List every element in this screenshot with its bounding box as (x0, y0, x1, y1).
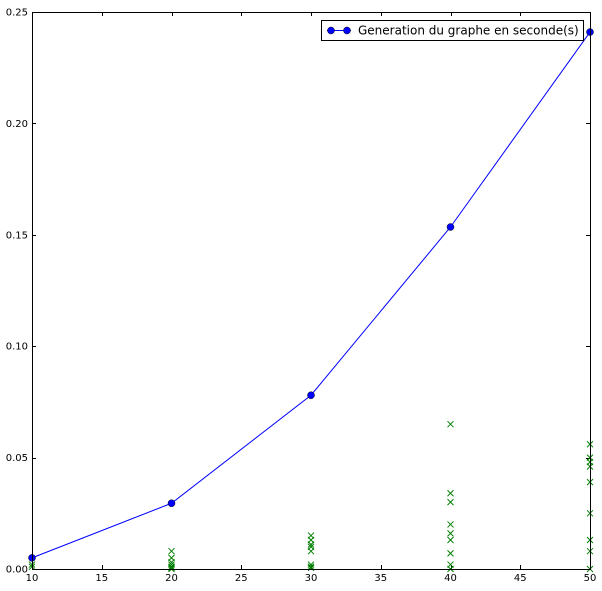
x-tick-label: 45 (514, 573, 527, 584)
y-tick-label: 0.15 (6, 230, 28, 241)
legend-marker (327, 26, 335, 35)
y-tick-label: 0.25 (6, 8, 28, 19)
scatter-point (447, 498, 454, 506)
x-tick-label: 10 (26, 573, 39, 584)
y-tick-label: 0.20 (6, 119, 28, 130)
x-tick-label: 40 (444, 573, 457, 584)
scatter-point (447, 420, 454, 428)
x-tick-label: 15 (95, 573, 108, 584)
scatter-point (447, 521, 454, 528)
scatter-point (307, 541, 315, 548)
data-point (307, 391, 315, 399)
y-tick-label: 0.05 (6, 453, 28, 464)
x-tick-label: 50 (584, 573, 597, 584)
legend: Generation du graphe en seconde(s) (321, 20, 584, 41)
data-point (446, 223, 455, 231)
scatter-point (447, 489, 454, 497)
legend-label: Generation du graphe en seconde(s) (358, 24, 579, 38)
x-tick-label: 35 (374, 573, 387, 584)
y-tick-label: 0.00 (6, 565, 28, 576)
x-tick-label: 30 (305, 573, 318, 584)
scatter-point (447, 550, 454, 557)
x-tick-label: 20 (165, 573, 178, 584)
legend-box (321, 20, 584, 41)
data-point (167, 499, 176, 508)
scatter-point (307, 563, 315, 571)
scatter-point (168, 547, 175, 555)
x-tick-label: 25 (235, 573, 248, 584)
scatter-point (447, 536, 454, 544)
scatter-point (168, 563, 175, 571)
legend-marker (343, 26, 351, 35)
plot-frame (32, 12, 591, 570)
y-axis-ticks: 0.00 0.05 0.10 0.15 0.20 0.25 (6, 8, 590, 576)
series-line (31, 31, 591, 559)
scatter-point (307, 547, 315, 555)
scatter-point (447, 529, 454, 537)
plot-content (28, 28, 594, 573)
y-tick-label: 0.10 (6, 342, 28, 353)
x-axis-ticks: 10 15 20 25 30 35 40 45 50 (26, 12, 597, 584)
